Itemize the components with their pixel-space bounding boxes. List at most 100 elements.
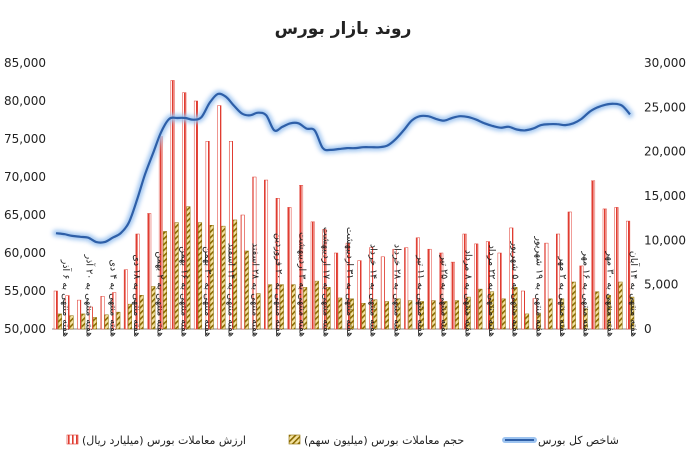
trade-value-bar [532, 298, 537, 330]
trade-value-bar [497, 252, 502, 330]
trade-volume-bar [256, 293, 261, 330]
trade-value-bar [228, 141, 233, 330]
trade-volume-bar [221, 225, 226, 330]
trade-volume-bar [303, 287, 308, 330]
right-tick-label: 20,000 [644, 145, 686, 159]
trade-volume-bar [455, 300, 460, 330]
trade-volume-bars [57, 206, 635, 330]
trade-value-bar [182, 92, 187, 330]
trade-volume-bar [92, 317, 97, 330]
x-tick-label: هفته منتهی به ۴ دی [107, 260, 118, 338]
trade-volume-bar [466, 296, 471, 330]
trade-value-bar [474, 243, 479, 330]
trade-value-bar [205, 141, 210, 330]
trade-volume-bar [174, 222, 179, 330]
trade-volume-bar [349, 298, 354, 330]
trade-value-bar [357, 260, 362, 330]
x-tick-label: هفته منتهی به ۲۸ خرداد [391, 244, 402, 337]
trade-value-bar [556, 233, 561, 330]
trade-volume-bar [233, 219, 238, 330]
legend-swatch-trade-value [66, 434, 79, 445]
trade-volume-bar [396, 298, 401, 330]
index-line [55, 92, 631, 244]
x-tick-label: هفته منتهی به ۲ مهر [557, 255, 568, 337]
right-tick-label: 15,000 [644, 189, 686, 203]
legend-label-trade-value: ارزش معاملات بورس (میلیارد ریال) [82, 434, 246, 447]
x-tick-label: هفته منتهی به ۲۲ مرداد [486, 245, 497, 337]
left-tick-label: 50,000 [4, 322, 46, 336]
trade-value-bar [170, 80, 175, 330]
trade-value-bar [450, 261, 455, 330]
x-tick-label: هفته منتهی به ۱۶ مهر [581, 250, 592, 337]
trade-value-bar [135, 233, 140, 330]
trade-volume-bar [151, 286, 156, 330]
trade-value-bar [602, 208, 607, 330]
trade-volume-bar [478, 288, 483, 330]
trade-volume-bar [163, 231, 168, 330]
x-tick-label: هفته منتهی به ۳۰ مهر [604, 250, 615, 337]
left-tick-label: 55,000 [4, 284, 46, 298]
x-tick-label: هفته منتهی به ۱۱ تیر [415, 254, 426, 337]
x-tick-label: هفته منتهی به ۲۸ اسفند [249, 243, 260, 337]
trade-volume-bar [571, 281, 576, 330]
trade-value-bar [252, 176, 257, 330]
trade-value-bar [427, 248, 432, 330]
trade-volume-bar [548, 298, 553, 330]
trade-volume-bar [525, 313, 530, 330]
trade-volume-bar [186, 206, 191, 330]
trade-volume-bar [104, 314, 109, 330]
trade-volume-bar [431, 300, 436, 330]
trade-volume-bar [501, 298, 506, 330]
trade-value-bar [404, 247, 409, 330]
left-axis-ticks: 50,000 55,000 60,000 65,000 70,000 75,000 80,0… [4, 56, 46, 336]
right-tick-label: 5,000 [644, 278, 678, 292]
trade-volume-bar [583, 308, 588, 330]
trade-value-bar [112, 292, 117, 330]
x-tick-label: هفته منتهی به ۳ اردیبهشت [297, 232, 308, 337]
x-tick-label: هفته منتهی به ۱۷ اردیبهشت [320, 227, 331, 337]
trade-volume-bar [268, 284, 273, 330]
x-tick-label: هفته منتهی به ۳۱ اردیبهشت [344, 227, 355, 337]
trade-value-bar [544, 242, 549, 330]
trade-volume-bar [384, 301, 389, 330]
trade-value-bar [53, 290, 58, 330]
trade-value-bar [310, 221, 315, 330]
trade-value-bar [345, 242, 350, 330]
trade-value-bar [77, 299, 82, 330]
x-tick-label: هفته منتهی به ۳۰ بهمن [202, 246, 213, 337]
trade-volume-bar [127, 303, 132, 330]
trade-volume-bar [81, 313, 86, 330]
trade-value-bar [509, 227, 514, 330]
trade-value-bar [462, 233, 467, 330]
index-line-group [52, 90, 634, 247]
x-tick-label: هفته منتهی به ۵ شهریور [510, 240, 521, 337]
trade-value-bar [520, 290, 525, 330]
left-tick-label: 85,000 [4, 56, 46, 70]
trade-value-bar [88, 306, 93, 330]
x-tick-label: هفته منتهی به ۲۰ فروردین [273, 233, 284, 337]
trade-volume-bar [373, 299, 378, 330]
trade-volume-bar [560, 298, 565, 330]
trade-value-bar [567, 211, 572, 330]
left-tick-label: 60,000 [4, 246, 46, 260]
trade-value-bar [369, 247, 374, 330]
x-tick-label: هفته منتهی به ۶ آذر [60, 259, 73, 337]
trade-volume-bar [361, 303, 366, 330]
left-tick-label: 75,000 [4, 132, 46, 146]
trade-value-bar [299, 185, 304, 330]
trade-volume-bar [326, 287, 331, 330]
trade-value-bar [322, 229, 327, 330]
trade-value-bar [485, 241, 490, 330]
right-axis-ticks: 0 5,000 10,000 15,000 20,000 25,000 30,000 [644, 56, 686, 336]
right-tick-label: 25,000 [644, 100, 686, 114]
trade-volume-bar [57, 313, 62, 330]
legend-item-trade-value: ارزش معاملات بورس (میلیارد ریال) [66, 434, 246, 447]
index-line-glow [52, 90, 634, 247]
trade-volume-bar [513, 287, 518, 330]
left-tick-label: 70,000 [4, 170, 46, 184]
x-tick-label: هفته منتهی به ۲۵ تیر [439, 254, 450, 337]
trade-value-bar [626, 220, 631, 330]
trade-volume-bar [630, 296, 635, 330]
